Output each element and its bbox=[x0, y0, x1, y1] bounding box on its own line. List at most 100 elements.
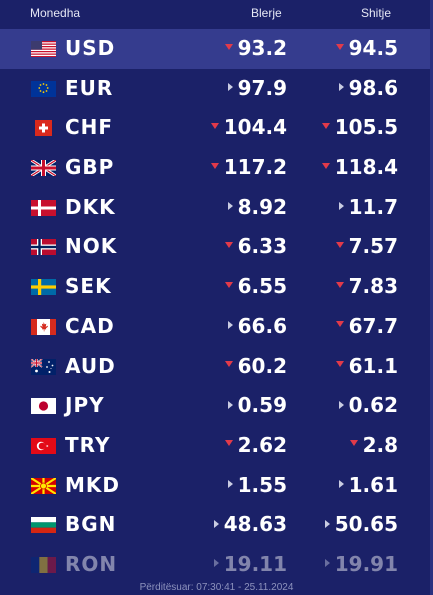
sell-rate: 7.57 bbox=[335, 234, 398, 259]
scrollbar[interactable] bbox=[430, 0, 433, 595]
sell-rate-value: 61.1 bbox=[348, 353, 398, 378]
sell-rate: 11.7 bbox=[338, 195, 398, 219]
ca-flag-icon bbox=[31, 318, 56, 335]
trend-neutral-icon bbox=[338, 202, 344, 211]
buy-rate: 66.6 bbox=[227, 314, 287, 338]
sell-rate: 0.62 bbox=[338, 393, 398, 418]
trend-down-icon bbox=[335, 361, 344, 367]
currency-column-header: Monedha bbox=[30, 6, 81, 20]
trend-down-icon bbox=[321, 162, 330, 169]
currency-row-try[interactable]: TRY 2.62 2.8 bbox=[0, 426, 433, 466]
currency-row-chf[interactable]: CHF 104.4 105.5 bbox=[0, 108, 433, 148]
buy-rate-value: 0.59 bbox=[237, 393, 287, 418]
buy-rate-value: 117.2 bbox=[223, 155, 287, 180]
currency-code: DKK bbox=[65, 194, 116, 219]
us-flag-icon bbox=[31, 41, 56, 57]
trend-neutral-icon bbox=[227, 480, 233, 489]
au-flag-icon bbox=[31, 358, 56, 375]
trend-neutral-icon bbox=[338, 400, 344, 409]
currency-row-nok[interactable]: NOK 6.33 7.57 bbox=[0, 227, 433, 267]
trend-down-icon bbox=[335, 281, 344, 288]
currency-row-ron[interactable]: RON 19.11 19.91 bbox=[0, 545, 433, 585]
jp-flag-icon bbox=[31, 398, 56, 415]
currency-row-mkd[interactable]: MKD 1.55 1.61 bbox=[0, 466, 433, 506]
buy-rate: 2.62 bbox=[224, 432, 287, 457]
trend-neutral-icon bbox=[338, 83, 344, 92]
sell-rate-value: 67.7 bbox=[348, 313, 398, 338]
buy-rate: 8.92 bbox=[227, 194, 287, 219]
trend-down-icon bbox=[210, 162, 219, 169]
buy-rate-value: 8.92 bbox=[237, 194, 287, 219]
sell-rate-value: 19.91 bbox=[334, 551, 398, 576]
currency-code: AUD bbox=[65, 353, 116, 378]
gb-flag-icon bbox=[31, 160, 56, 177]
trend-neutral-icon bbox=[227, 83, 233, 92]
ch-flag-icon bbox=[31, 120, 56, 137]
no-flag-icon bbox=[31, 239, 56, 256]
buy-rate-value: 48.63 bbox=[223, 512, 287, 537]
buy-rate-value: 2.62 bbox=[237, 432, 287, 457]
sell-rate: 50.65 bbox=[324, 512, 398, 537]
currency-row-cad[interactable]: CAD 66.6 67.7 bbox=[0, 307, 433, 347]
sell-rate-value: 50.65 bbox=[334, 512, 398, 537]
buy-column-header: Blerje bbox=[251, 6, 282, 20]
sell-rate-value: 7.83 bbox=[348, 274, 398, 299]
currency-code: TRY bbox=[65, 432, 111, 457]
trend-neutral-icon bbox=[338, 480, 344, 489]
buy-rate: 97.9 bbox=[227, 75, 287, 100]
currency-code: MKD bbox=[65, 472, 121, 497]
trend-neutral-icon bbox=[213, 519, 219, 528]
buy-rate: 48.63 bbox=[213, 512, 287, 537]
bg-flag-icon bbox=[31, 517, 56, 534]
buy-rate-value: 97.9 bbox=[237, 75, 287, 100]
currency-row-sek[interactable]: SEK 6.55 7.83 bbox=[0, 267, 433, 307]
sell-rate-value: 105.5 bbox=[334, 115, 398, 140]
currency-code: SEK bbox=[65, 274, 112, 299]
trend-neutral-icon bbox=[324, 559, 330, 568]
sell-rate: 118.4 bbox=[321, 155, 398, 180]
sell-rate-value: 2.8 bbox=[362, 432, 398, 457]
currency-row-bgn[interactable]: BGN 48.63 50.65 bbox=[0, 505, 433, 545]
buy-rate: 1.55 bbox=[227, 472, 287, 497]
trend-down-icon bbox=[224, 440, 233, 447]
trend-down-icon bbox=[210, 122, 219, 129]
last-updated-text: Përditësuar: 07:30:41 - 25.11.2024 bbox=[139, 582, 294, 593]
trend-neutral-icon bbox=[227, 321, 233, 330]
buy-rate-value: 93.2 bbox=[237, 36, 287, 60]
trend-down-icon bbox=[224, 281, 233, 288]
trend-down-icon bbox=[335, 43, 344, 50]
sell-rate: 67.7 bbox=[335, 313, 398, 338]
sell-rate-value: 7.57 bbox=[348, 234, 398, 259]
currency-row-gbp[interactable]: GBP 117.2 118.4 bbox=[0, 148, 433, 188]
sell-rate-value: 0.62 bbox=[348, 393, 398, 418]
currency-row-usd[interactable]: USD 93.2 94.5 bbox=[0, 29, 433, 69]
trend-down-icon bbox=[224, 361, 233, 367]
buy-rate: 104.4 bbox=[210, 115, 287, 139]
currency-row-aud[interactable]: AUD 60.2 61.1 bbox=[0, 347, 433, 387]
sell-rate: 7.83 bbox=[335, 274, 398, 299]
currency-code: CAD bbox=[65, 313, 115, 338]
buy-rate: 19.11 bbox=[213, 552, 287, 576]
buy-rate-value: 1.55 bbox=[237, 472, 287, 497]
currency-row-dkk[interactable]: DKK 8.92 11.7 bbox=[0, 188, 433, 228]
se-flag-icon bbox=[31, 279, 56, 296]
buy-rate: 60.2 bbox=[224, 354, 287, 378]
mk-flag-icon bbox=[31, 477, 56, 494]
tr-flag-icon bbox=[31, 437, 56, 454]
trend-neutral-icon bbox=[227, 202, 233, 211]
sell-rate: 105.5 bbox=[321, 115, 398, 140]
currency-code: JPY bbox=[65, 393, 105, 418]
trend-down-icon bbox=[349, 440, 358, 447]
currency-code: CHF bbox=[65, 115, 114, 140]
sell-rate: 94.5 bbox=[335, 36, 398, 60]
sell-rate: 98.6 bbox=[338, 76, 398, 100]
currency-row-eur[interactable]: EUR 97.9 98.6 bbox=[0, 69, 433, 109]
sell-rate-value: 1.61 bbox=[348, 472, 398, 497]
sell-rate-value: 94.5 bbox=[348, 36, 398, 60]
sell-rate-value: 118.4 bbox=[334, 155, 398, 180]
buy-rate: 6.33 bbox=[224, 234, 287, 258]
currency-row-jpy[interactable]: JPY 0.59 0.62 bbox=[0, 386, 433, 426]
currency-code: EUR bbox=[65, 75, 114, 100]
currency-code: GBP bbox=[65, 155, 115, 180]
buy-rate: 0.59 bbox=[227, 393, 287, 418]
